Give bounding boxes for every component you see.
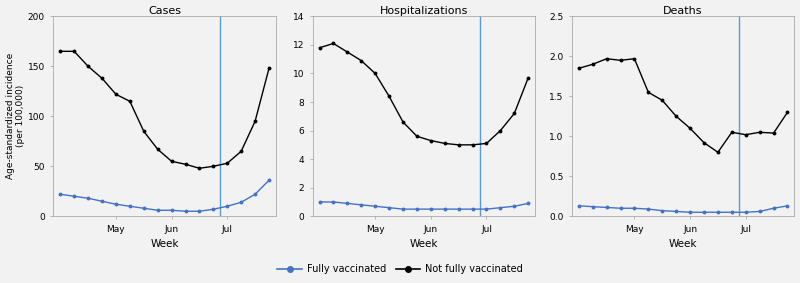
Legend: Fully vaccinated, Not fully vaccinated: Fully vaccinated, Not fully vaccinated xyxy=(274,260,526,278)
Title: Deaths: Deaths xyxy=(663,6,703,16)
X-axis label: Week: Week xyxy=(150,239,179,249)
X-axis label: Week: Week xyxy=(410,239,438,249)
X-axis label: Week: Week xyxy=(669,239,698,249)
Title: Hospitalizations: Hospitalizations xyxy=(380,6,468,16)
Y-axis label: Age-standardized incidence
(per 100,000): Age-standardized incidence (per 100,000) xyxy=(6,53,25,179)
Title: Cases: Cases xyxy=(148,6,181,16)
